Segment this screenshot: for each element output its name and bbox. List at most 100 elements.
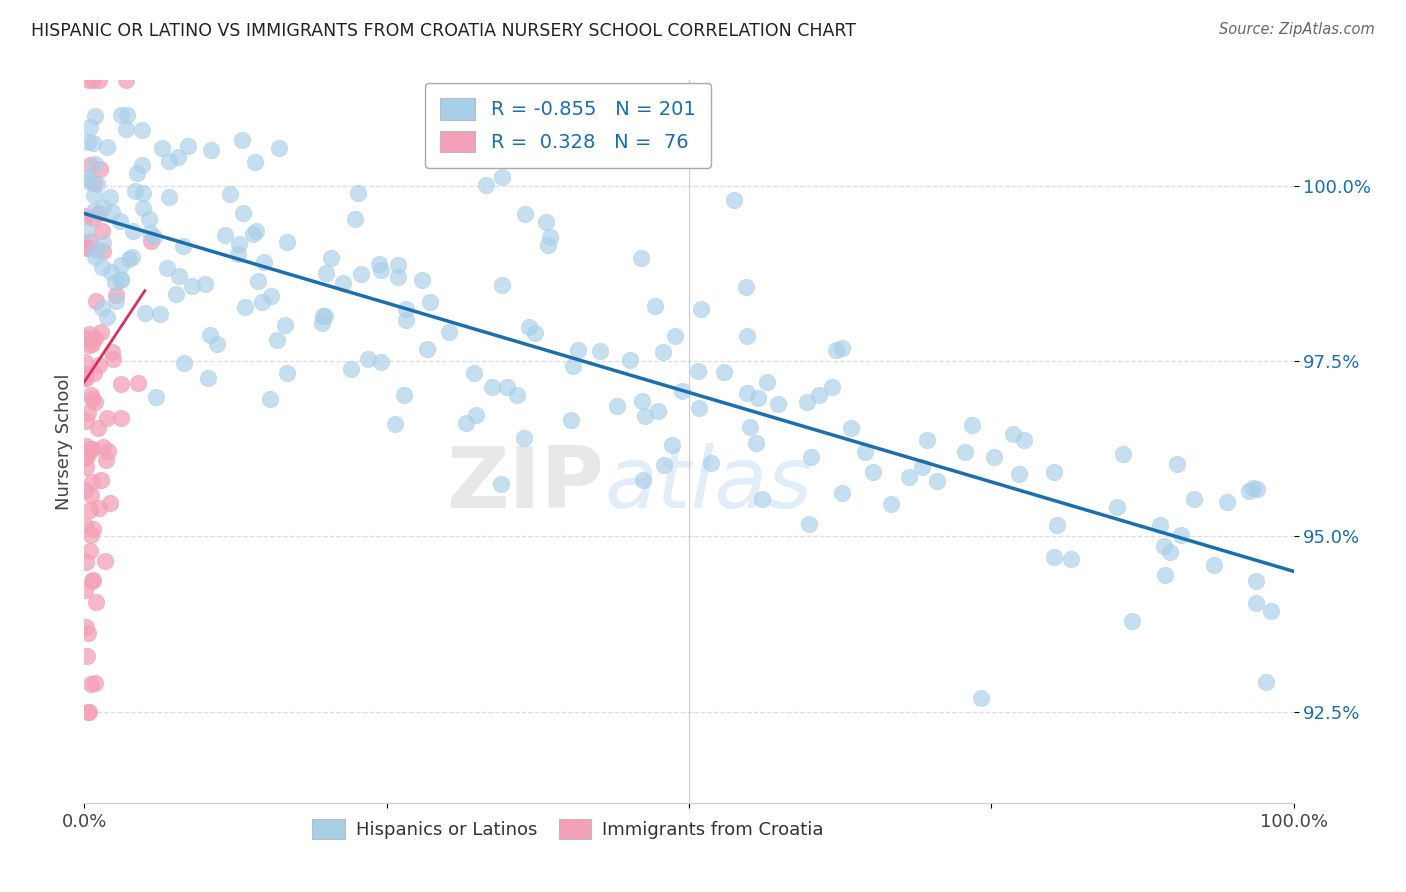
Point [1159, 545, 1181, 559]
Point [139, 226, 162, 240]
Point [491, 277, 513, 292]
Point [1007, 467, 1029, 481]
Point [82, 574, 104, 589]
Point [83, 367, 105, 381]
Point [219, 186, 242, 201]
Point [631, 393, 654, 408]
Point [1166, 458, 1188, 472]
Point [87, 500, 110, 515]
Point [394, 302, 416, 317]
Point [745, 436, 768, 450]
Point [134, 306, 156, 320]
Point [82, 573, 104, 587]
Point [127, 376, 149, 390]
Point [166, 150, 188, 164]
Point [89, 358, 111, 372]
Point [84, 395, 107, 409]
Point [80, 676, 103, 690]
Point [1202, 558, 1225, 572]
Point [644, 299, 666, 313]
Point [75, 414, 97, 428]
Point [1001, 427, 1024, 442]
Point [75, 367, 97, 381]
Point [87, 421, 110, 435]
Point [110, 108, 132, 122]
Point [496, 379, 519, 393]
Point [200, 143, 222, 157]
Point [454, 416, 477, 430]
Point [76, 406, 98, 420]
Point [73, 451, 96, 466]
Point [173, 356, 195, 370]
Point [347, 186, 370, 200]
Point [83, 251, 105, 265]
Point [766, 397, 789, 411]
Point [77, 73, 100, 87]
Point [101, 205, 124, 219]
Point [194, 277, 217, 292]
Point [384, 417, 406, 431]
Point [1260, 604, 1282, 618]
Point [115, 108, 138, 122]
Point [311, 317, 333, 331]
Point [911, 460, 934, 475]
Point [631, 473, 654, 487]
Point [110, 377, 132, 392]
Point [73, 583, 96, 598]
Point [132, 186, 155, 200]
Point [167, 268, 190, 283]
Point [86, 177, 108, 191]
Point [73, 331, 96, 345]
Point [84, 157, 107, 171]
Point [387, 259, 409, 273]
Point [79, 234, 101, 248]
Point [96, 411, 118, 425]
Point [751, 491, 773, 506]
Point [94, 554, 117, 568]
Point [259, 392, 281, 406]
Point [110, 258, 132, 272]
Point [1121, 614, 1143, 628]
Point [138, 212, 160, 227]
Point [77, 337, 100, 351]
Point [688, 401, 710, 415]
Point [197, 371, 219, 385]
Point [77, 174, 100, 188]
Point [960, 418, 983, 433]
Point [89, 162, 111, 177]
Point [315, 266, 337, 280]
Point [94, 452, 117, 467]
Y-axis label: Nursery School: Nursery School [55, 373, 73, 510]
Point [73, 370, 96, 384]
Point [276, 367, 298, 381]
Point [76, 648, 98, 663]
Point [1153, 568, 1175, 582]
Point [1042, 465, 1064, 479]
Point [75, 171, 97, 186]
Point [1060, 552, 1083, 566]
Point [80, 442, 103, 456]
Point [91, 440, 114, 454]
Point [411, 273, 433, 287]
Point [735, 280, 758, 294]
Point [75, 439, 97, 453]
Point [139, 234, 162, 248]
Point [157, 153, 180, 168]
Point [76, 241, 98, 255]
Point [437, 325, 460, 339]
Point [110, 272, 132, 286]
Point [124, 184, 146, 198]
Point [269, 141, 291, 155]
Point [82, 332, 104, 346]
Point [84, 595, 107, 609]
Point [177, 139, 200, 153]
Point [1170, 527, 1192, 541]
Point [247, 274, 270, 288]
Point [917, 433, 939, 447]
Point [1105, 500, 1128, 514]
Point [475, 178, 498, 192]
Point [825, 343, 848, 358]
Point [122, 224, 145, 238]
Point [142, 229, 165, 244]
Point [76, 136, 98, 150]
